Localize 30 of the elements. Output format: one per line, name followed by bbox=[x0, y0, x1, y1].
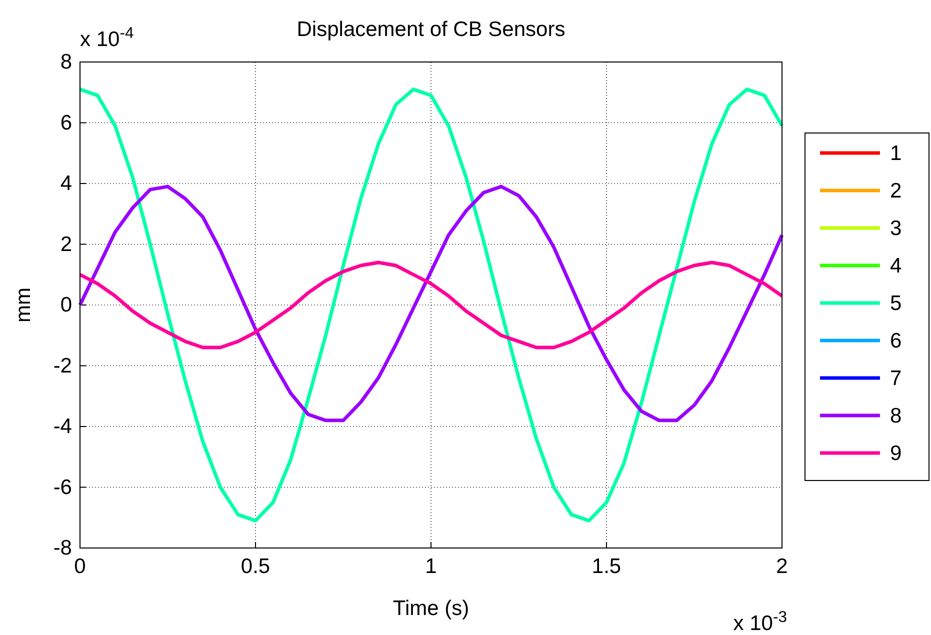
legend-label: 3 bbox=[890, 217, 902, 240]
y-tick-label: -2 bbox=[53, 354, 72, 378]
text: x 10$^{-4}$ bbox=[80, 24, 134, 51]
text: x 10$^{-3}$ bbox=[733, 608, 788, 635]
legend-label: 2 bbox=[890, 180, 902, 202]
legend-label: 5 bbox=[890, 292, 902, 315]
legend-label: 6 bbox=[890, 330, 902, 352]
y-tick-label: 6 bbox=[60, 111, 72, 134]
y-tick-label: 2 bbox=[60, 232, 72, 256]
legend-label: 7 bbox=[890, 367, 902, 390]
x-axis-title: Time (s) bbox=[392, 597, 470, 620]
y-tick-label: -6 bbox=[53, 476, 72, 499]
y-tick-label: -4 bbox=[53, 415, 72, 438]
x-tick-label: 1.5 bbox=[592, 554, 622, 578]
x-tick-label: 2 bbox=[776, 554, 788, 578]
line-series bbox=[78, 184, 784, 422]
legend-label: 1 bbox=[890, 142, 902, 165]
x-tick-label: 0.5 bbox=[240, 554, 270, 578]
legend-label: 9 bbox=[890, 442, 902, 465]
y-axis-title: mm bbox=[12, 288, 35, 322]
chart-title: Displacement of CB Sensors bbox=[296, 18, 566, 41]
y-tick-label: 8 bbox=[60, 50, 72, 74]
y-tick-label: 4 bbox=[60, 172, 72, 196]
line-series bbox=[78, 260, 784, 350]
line-series bbox=[78, 88, 784, 522]
legend-label: 8 bbox=[890, 404, 902, 428]
y-tick-label: 0 bbox=[60, 294, 72, 317]
x-tick-label: 1 bbox=[425, 554, 437, 578]
y-tick-label: -8 bbox=[53, 536, 72, 560]
legend-label: 4 bbox=[890, 254, 902, 278]
